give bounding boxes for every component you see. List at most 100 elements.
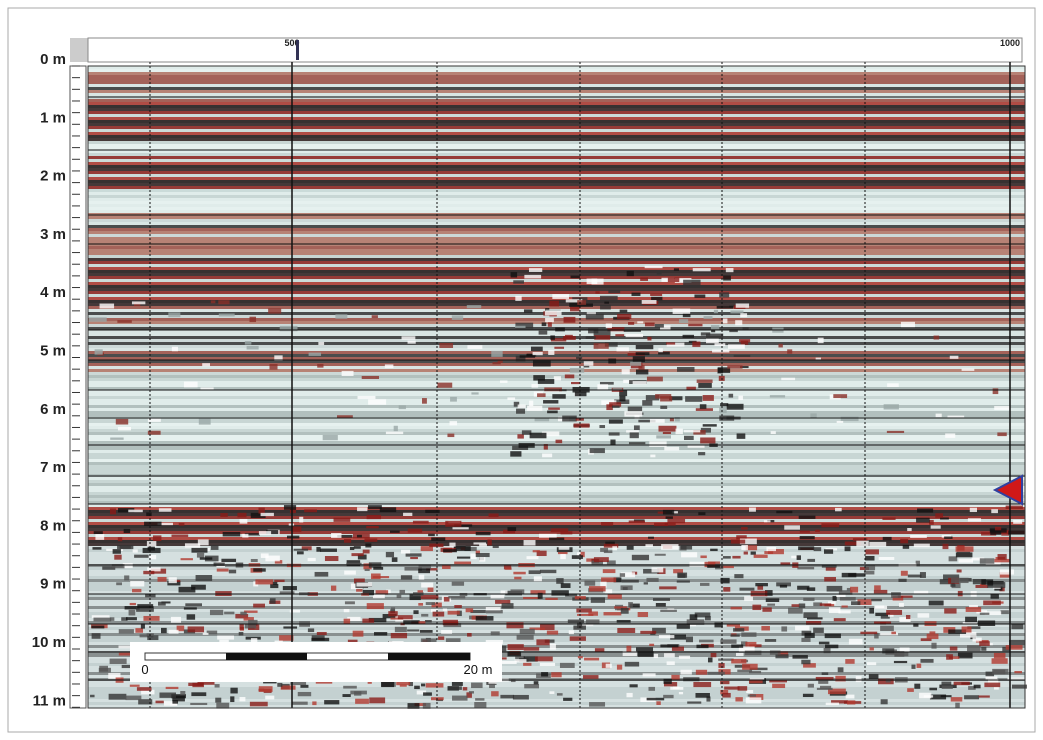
radar-noise [401, 550, 410, 554]
radar-noise [820, 603, 831, 606]
radar-noise [660, 406, 667, 409]
radar-noise [664, 447, 679, 451]
radar-noise [608, 290, 620, 293]
radar-noise [135, 628, 143, 633]
radar-noise [220, 513, 227, 517]
radar-noise [556, 578, 563, 584]
radar-noise [132, 589, 141, 592]
radar-noise [413, 610, 418, 614]
radar-band [88, 279, 1025, 282]
radar-noise [775, 654, 788, 658]
radar-noise [723, 587, 730, 592]
radar-noise [559, 546, 570, 549]
radar-noise [612, 546, 617, 550]
radar-noise [711, 653, 717, 657]
radar-noise [645, 323, 655, 327]
radar-noise [510, 451, 521, 456]
radar-band [88, 333, 1025, 336]
radar-noise [561, 583, 571, 588]
radar-noise [694, 294, 705, 297]
radar-noise [684, 430, 700, 432]
radar-noise [737, 433, 746, 438]
radar-noise [239, 632, 244, 635]
radar-noise [606, 664, 612, 668]
radar-noise [253, 604, 265, 608]
depth-label: 5 m [40, 342, 66, 359]
radar-noise [506, 622, 523, 628]
radar-band [88, 477, 1025, 480]
radar-noise [935, 513, 943, 518]
radar-noise [441, 630, 452, 634]
radar-noise [250, 702, 268, 707]
radar-noise [529, 401, 533, 407]
radar-noise [664, 653, 675, 657]
radar-noise [143, 616, 159, 621]
radar-noise [814, 547, 822, 551]
radar-noise [886, 679, 891, 683]
radar-noise [762, 607, 771, 611]
radar-band [88, 273, 1025, 276]
radar-noise [920, 659, 933, 663]
radar-band [88, 240, 1025, 243]
radar-noise [798, 546, 814, 550]
radar-band [88, 462, 1025, 465]
radar-noise [230, 696, 234, 702]
radar-noise [640, 631, 656, 634]
radar-noise [818, 680, 828, 684]
radar-noise [133, 549, 138, 552]
radar-noise [437, 383, 452, 388]
radar-noise [449, 543, 455, 547]
radar-noise [676, 429, 683, 435]
radar-band [88, 456, 1025, 459]
radar-noise [199, 419, 211, 425]
radar-noise [315, 572, 329, 577]
radar-noise [363, 550, 370, 554]
radar-noise [549, 538, 564, 540]
radar-noise [723, 556, 731, 559]
radar-noise [974, 685, 981, 689]
radar-noise [368, 399, 386, 404]
radar-noise [196, 575, 213, 581]
radar-noise [191, 548, 207, 553]
radar-noise [577, 300, 586, 305]
radar-noise [515, 326, 525, 328]
radar-noise [158, 602, 166, 606]
radar-noise [707, 566, 720, 568]
radar-noise [894, 661, 907, 663]
radar-noise [717, 306, 734, 309]
radar-noise [625, 662, 639, 667]
radar-noise [736, 303, 749, 307]
radar-noise [849, 639, 863, 645]
radar-noise [324, 700, 339, 704]
radar-noise [95, 534, 104, 540]
radar-noise [184, 607, 197, 609]
radar-noise [886, 610, 902, 615]
radar-noise [362, 619, 374, 623]
radar-noise [865, 556, 874, 561]
radar-band [88, 255, 1025, 258]
radar-band [88, 159, 1025, 162]
radar-noise [565, 374, 574, 378]
radar-noise [408, 529, 422, 533]
radar-noise [439, 343, 453, 348]
radar-band [88, 237, 1025, 240]
radar-noise [959, 559, 973, 563]
radar-noise [489, 684, 495, 688]
radar-noise [929, 520, 934, 525]
radar-noise [421, 614, 428, 617]
radar-noise [172, 347, 178, 351]
radar-noise [980, 613, 990, 615]
radar-noise [421, 583, 433, 588]
radar-noise [731, 644, 743, 647]
radar-noise [320, 549, 337, 552]
radar-noise [681, 545, 692, 550]
radar-noise [746, 690, 753, 693]
radar-noise [899, 603, 904, 607]
radar-noise [666, 516, 673, 518]
radar-noise [169, 577, 177, 583]
radar-noise [471, 392, 478, 394]
radar-noise [673, 687, 680, 690]
radar-noise [637, 321, 643, 323]
radar-noise [674, 268, 679, 271]
radar-noise [950, 356, 959, 359]
